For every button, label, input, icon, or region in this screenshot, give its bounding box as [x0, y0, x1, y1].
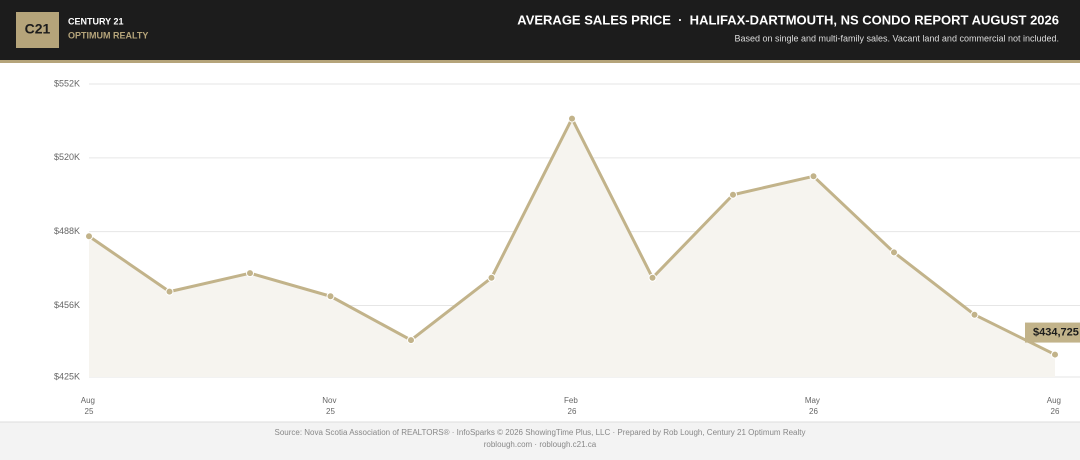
office: OPTIMUM REALTY [68, 30, 148, 40]
links: roblough.com · roblough.c21.ca [484, 440, 597, 449]
source: Source: Nova Scotia Association of REALT… [274, 428, 805, 437]
point [407, 336, 415, 345]
plot: $425K $456K $488K $520K $552K Aug 25 Nov 25 Feb… [54, 78, 1080, 416]
y-tick-label: $456K [54, 300, 80, 310]
point [487, 273, 496, 282]
x-tick-label: Aug 26 [1047, 396, 1063, 416]
point [648, 273, 657, 282]
x-tick-label: May 26 [805, 396, 822, 416]
y-tick-label: $488K [54, 226, 80, 236]
value-label-box [1025, 322, 1080, 343]
point [326, 292, 335, 301]
y-tick-label: $425K [54, 371, 80, 381]
area [89, 118, 1055, 378]
x-tick-label: Nov 25 [322, 396, 338, 416]
point [568, 114, 576, 123]
x-tick-label: Aug 25 [81, 396, 97, 416]
value-label: $434,725 [1033, 326, 1079, 338]
header-bar [0, 0, 1080, 60]
point [970, 310, 979, 319]
point [890, 248, 898, 257]
header-rule [0, 60, 1080, 63]
logo: C21 [25, 21, 51, 37]
brand: CENTURY 21 [68, 16, 124, 26]
footer-bar [0, 422, 1080, 460]
subtitle: Based on single and multi-family sales. … [734, 33, 1059, 43]
point [809, 172, 818, 181]
point [729, 190, 737, 199]
title: AVERAGE SALES PRICE · HALIFAX-DARTMOUTH,… [517, 12, 1059, 27]
point [165, 287, 174, 296]
x-tick-label: Feb 26 [564, 396, 580, 416]
y-tick-label: $552K [54, 78, 80, 88]
point [1051, 350, 1059, 359]
logo-box [16, 12, 59, 48]
y-tick-label: $520K [54, 152, 80, 162]
point [246, 269, 254, 278]
point [85, 232, 93, 241]
